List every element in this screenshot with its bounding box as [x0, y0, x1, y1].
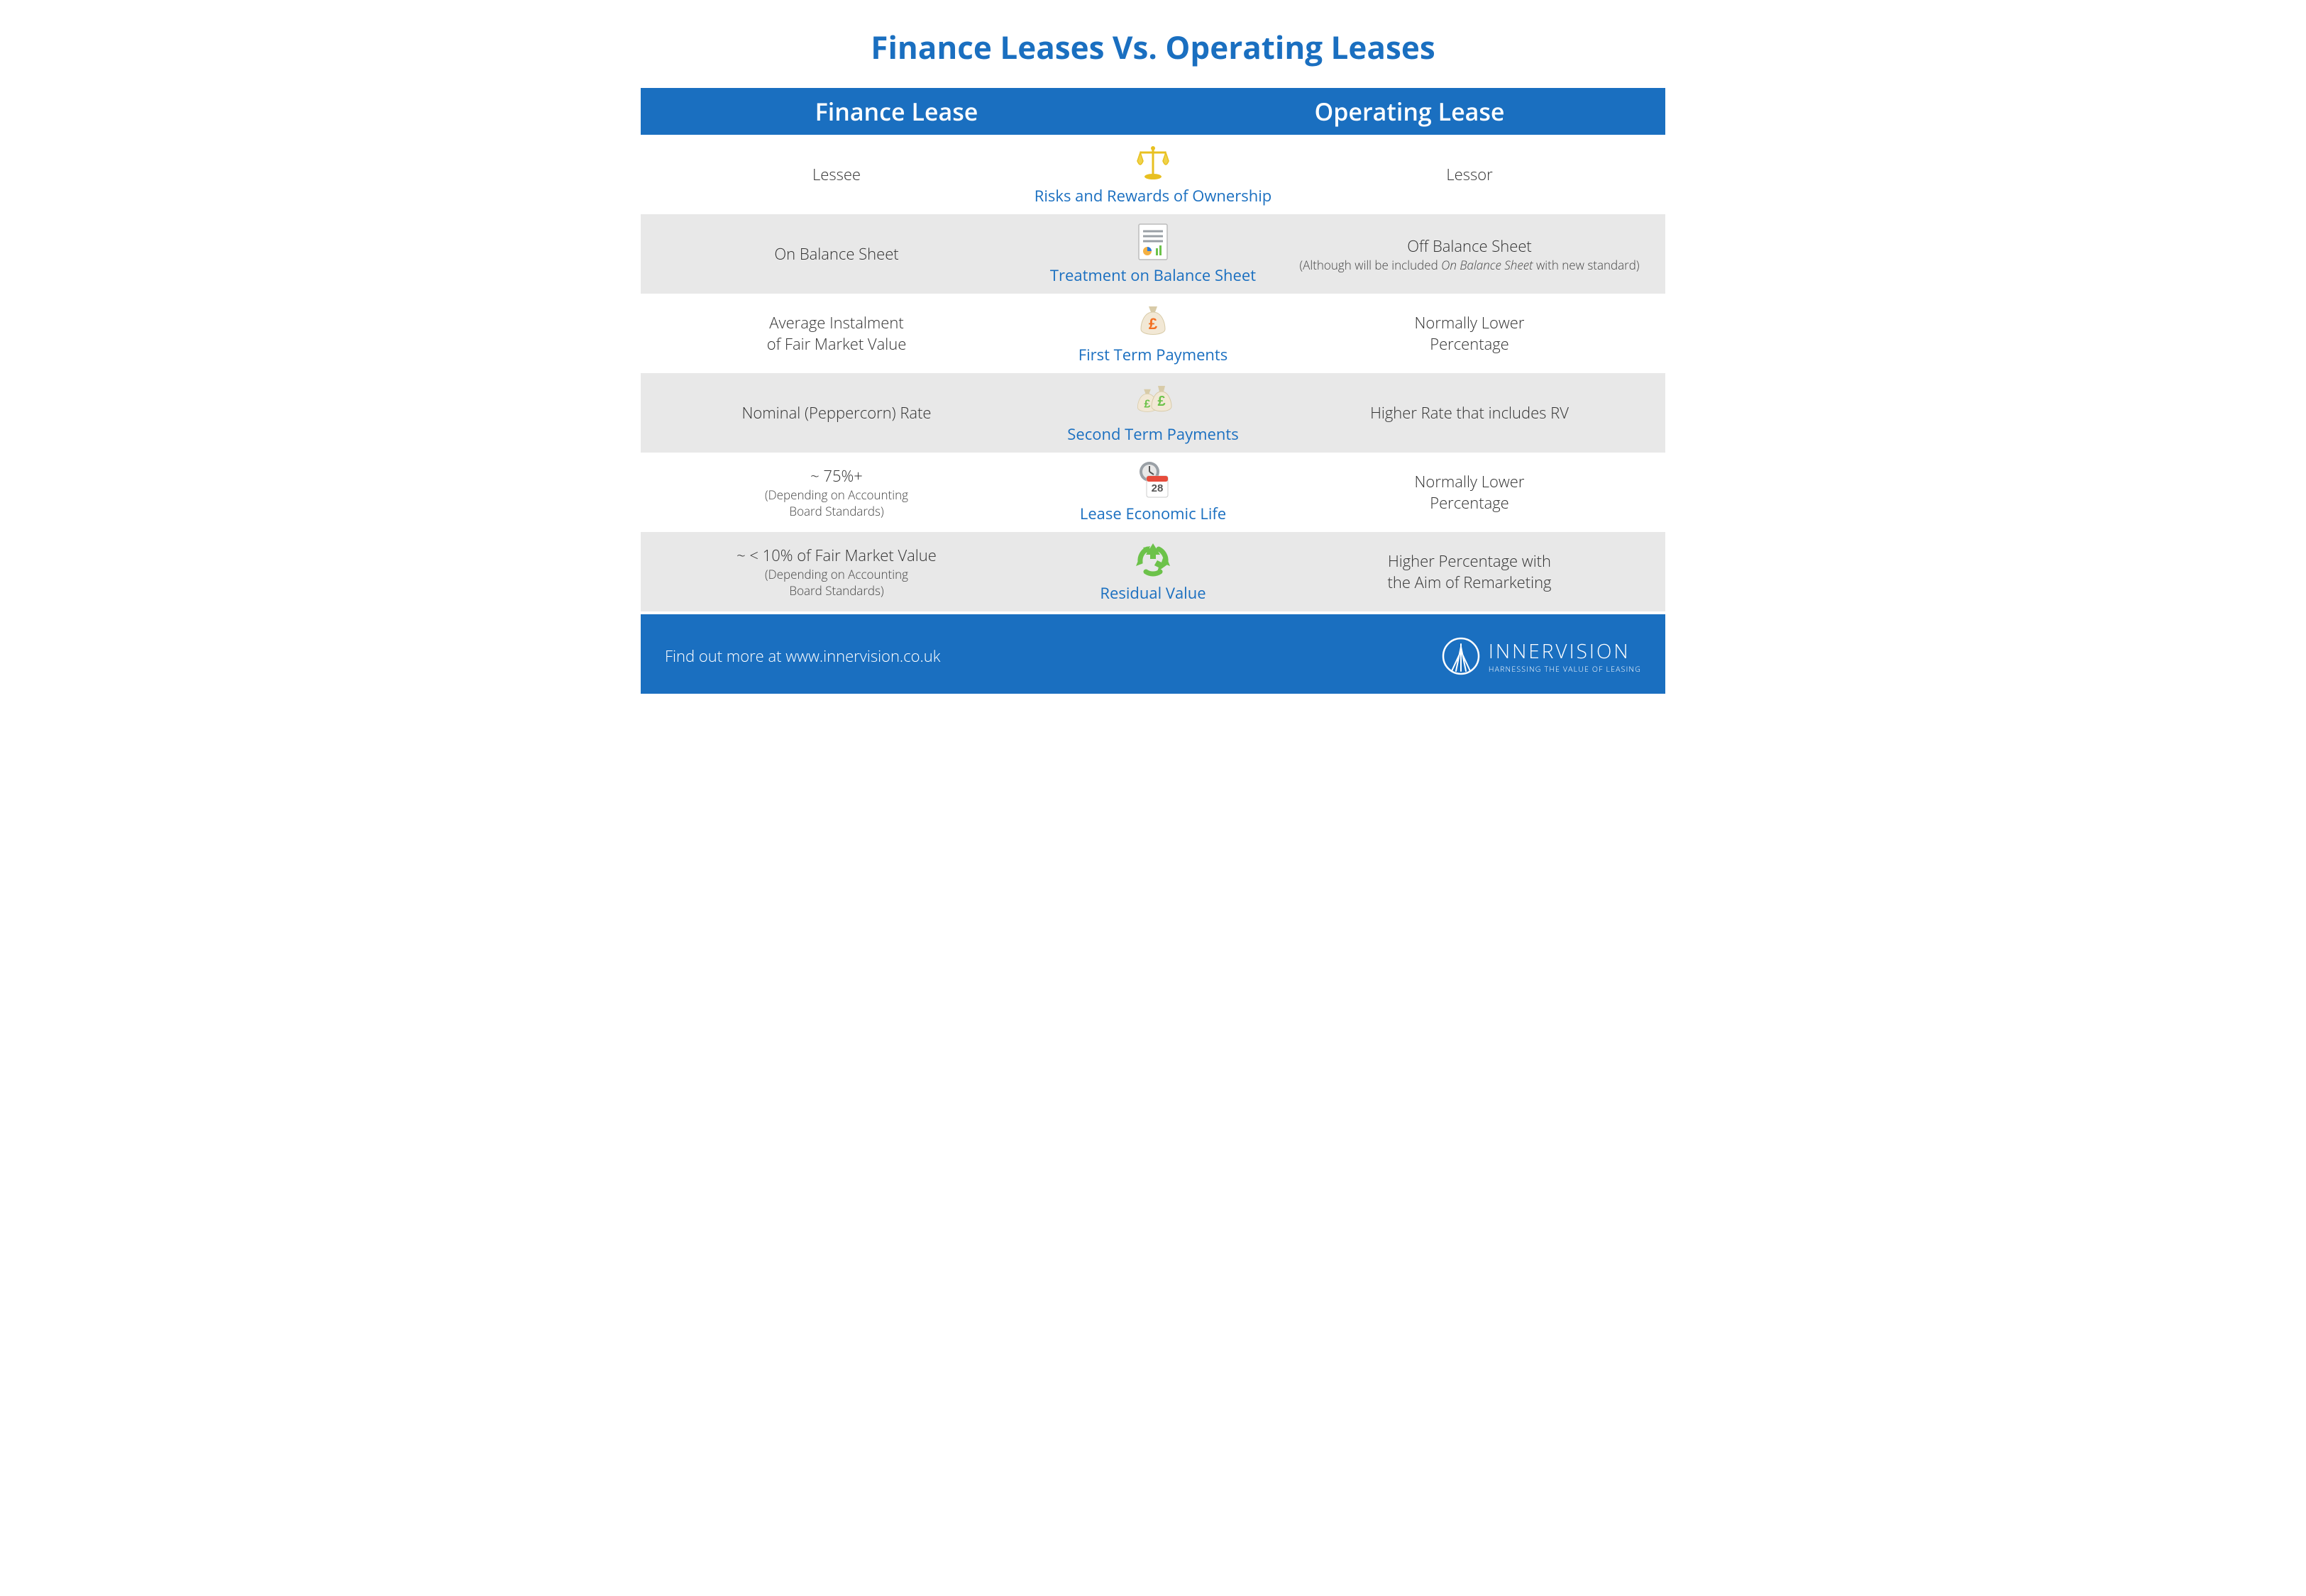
category-cell: £ £ Second Term Payments — [1032, 381, 1274, 445]
finance-value: Nominal (Peppercorn) Rate — [662, 402, 1011, 423]
operating-value: Higher Percentage withthe Aim of Remarke… — [1295, 550, 1644, 593]
operating-value: Normally LowerPercentage — [1295, 312, 1644, 355]
operating-cell: Higher Rate that includes RV — [1274, 402, 1665, 423]
category-label: Treatment on Balance Sheet — [1032, 265, 1274, 286]
brand-tagline: HARNESSING THE VALUE OF LEASING — [1489, 665, 1641, 675]
operating-cell: Lessor — [1274, 164, 1665, 185]
comparison-row: Lessee Risks and Rewards of Ownership Les… — [641, 135, 1665, 214]
finance-value: Lessee — [662, 164, 1011, 185]
footer-divider — [641, 614, 1665, 624]
operating-value: Higher Rate that includes RV — [1295, 402, 1644, 423]
operating-cell: Normally LowerPercentage — [1274, 312, 1665, 355]
operating-cell: Higher Percentage withthe Aim of Remarke… — [1274, 550, 1665, 593]
finance-cell: Lessee — [641, 164, 1032, 185]
svg-text:£: £ — [1149, 315, 1158, 333]
brand-text: INNERVISION HARNESSING THE VALUE OF LEAS… — [1489, 638, 1641, 675]
category-cell: Residual Value — [1032, 540, 1274, 604]
operating-value: Off Balance Sheet — [1295, 235, 1644, 257]
finance-sub: (Depending on AccountingBoard Standards) — [662, 566, 1011, 599]
finance-value: Average Instalmentof Fair Market Value — [662, 312, 1011, 355]
comparison-row: ~ < 10% of Fair Market Value(Depending o… — [641, 532, 1665, 611]
finance-cell: ~ < 10% of Fair Market Value(Depending o… — [641, 545, 1032, 599]
comparison-row: Nominal (Peppercorn) Rate £ £ Second Ter… — [641, 373, 1665, 453]
finance-cell: ~ 75%+(Depending on AccountingBoard Stan… — [641, 465, 1032, 519]
category-label: Residual Value — [1032, 582, 1274, 604]
category-label: First Term Payments — [1032, 344, 1274, 365]
category-cell: £ First Term Payments — [1032, 301, 1274, 365]
category-cell: Treatment on Balance Sheet — [1032, 222, 1274, 286]
finance-value: ~ 75%+ — [662, 465, 1011, 487]
category-label: Second Term Payments — [1032, 423, 1274, 445]
header-left: Finance Lease — [641, 95, 1154, 128]
innervision-logo-icon — [1442, 637, 1480, 675]
finance-cell: On Balance Sheet — [641, 243, 1032, 265]
moneybag2-icon: £ £ — [1032, 381, 1274, 421]
operating-sub: (Although will be included On Balance Sh… — [1295, 257, 1644, 273]
calendar-icon: 28 — [1032, 460, 1274, 500]
comparison-row: Average Instalmentof Fair Market Value £… — [641, 294, 1665, 373]
svg-text:£: £ — [1144, 398, 1151, 410]
brand-name: INNERVISION — [1489, 638, 1641, 665]
finance-value: On Balance Sheet — [662, 243, 1011, 265]
category-cell: Risks and Rewards of Ownership — [1032, 143, 1274, 206]
finance-cell: Nominal (Peppercorn) Rate — [641, 402, 1032, 423]
svg-text:28: 28 — [1152, 482, 1164, 494]
category-cell: 28 Lease Economic Life — [1032, 460, 1274, 524]
header-right: Operating Lease — [1154, 95, 1665, 128]
operating-cell: Normally LowerPercentage — [1274, 471, 1665, 514]
footer-cta: Find out more at www.innervision.co.uk — [665, 645, 940, 667]
moneybag1-icon: £ — [1032, 301, 1274, 341]
finance-cell: Average Instalmentof Fair Market Value — [641, 312, 1032, 355]
report-icon — [1032, 222, 1274, 262]
page-title: Finance Leases Vs. Operating Leases — [641, 0, 1665, 88]
comparison-row: ~ 75%+(Depending on AccountingBoard Stan… — [641, 453, 1665, 532]
finance-sub: (Depending on AccountingBoard Standards) — [662, 487, 1011, 519]
svg-text:£: £ — [1157, 394, 1165, 409]
brand-logo: INNERVISION HARNESSING THE VALUE OF LEAS… — [1442, 637, 1641, 675]
footer-bar: Find out more at www.innervision.co.uk I… — [641, 624, 1665, 694]
operating-cell: Off Balance Sheet(Although will be inclu… — [1274, 235, 1665, 273]
category-label: Risks and Rewards of Ownership — [1032, 185, 1274, 206]
comparison-row: On Balance Sheet Treatment on Balance Sh… — [641, 214, 1665, 294]
category-label: Lease Economic Life — [1032, 503, 1274, 524]
comparison-rows: Lessee Risks and Rewards of Ownership Les… — [641, 135, 1665, 611]
operating-value: Normally LowerPercentage — [1295, 471, 1644, 514]
column-header-bar: Finance Lease Operating Lease — [641, 88, 1665, 135]
finance-value: ~ < 10% of Fair Market Value — [662, 545, 1011, 566]
recycle-icon — [1032, 540, 1274, 580]
scales-icon — [1032, 143, 1274, 182]
operating-value: Lessor — [1295, 164, 1644, 185]
